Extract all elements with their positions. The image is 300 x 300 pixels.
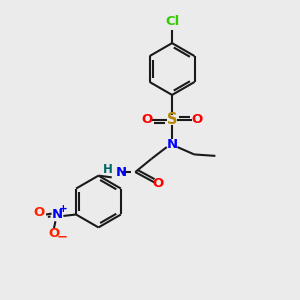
Text: O: O bbox=[191, 113, 203, 127]
Text: +: + bbox=[59, 205, 68, 214]
Text: N: N bbox=[51, 208, 62, 221]
Text: N: N bbox=[167, 138, 178, 151]
Text: O: O bbox=[152, 177, 164, 190]
Text: S: S bbox=[167, 112, 177, 128]
Text: O: O bbox=[48, 227, 60, 240]
Text: O: O bbox=[34, 206, 45, 219]
Text: −: − bbox=[57, 231, 68, 244]
Text: Cl: Cl bbox=[165, 15, 179, 28]
Text: N: N bbox=[115, 166, 126, 178]
Text: O: O bbox=[141, 113, 153, 127]
Text: H: H bbox=[103, 163, 113, 176]
